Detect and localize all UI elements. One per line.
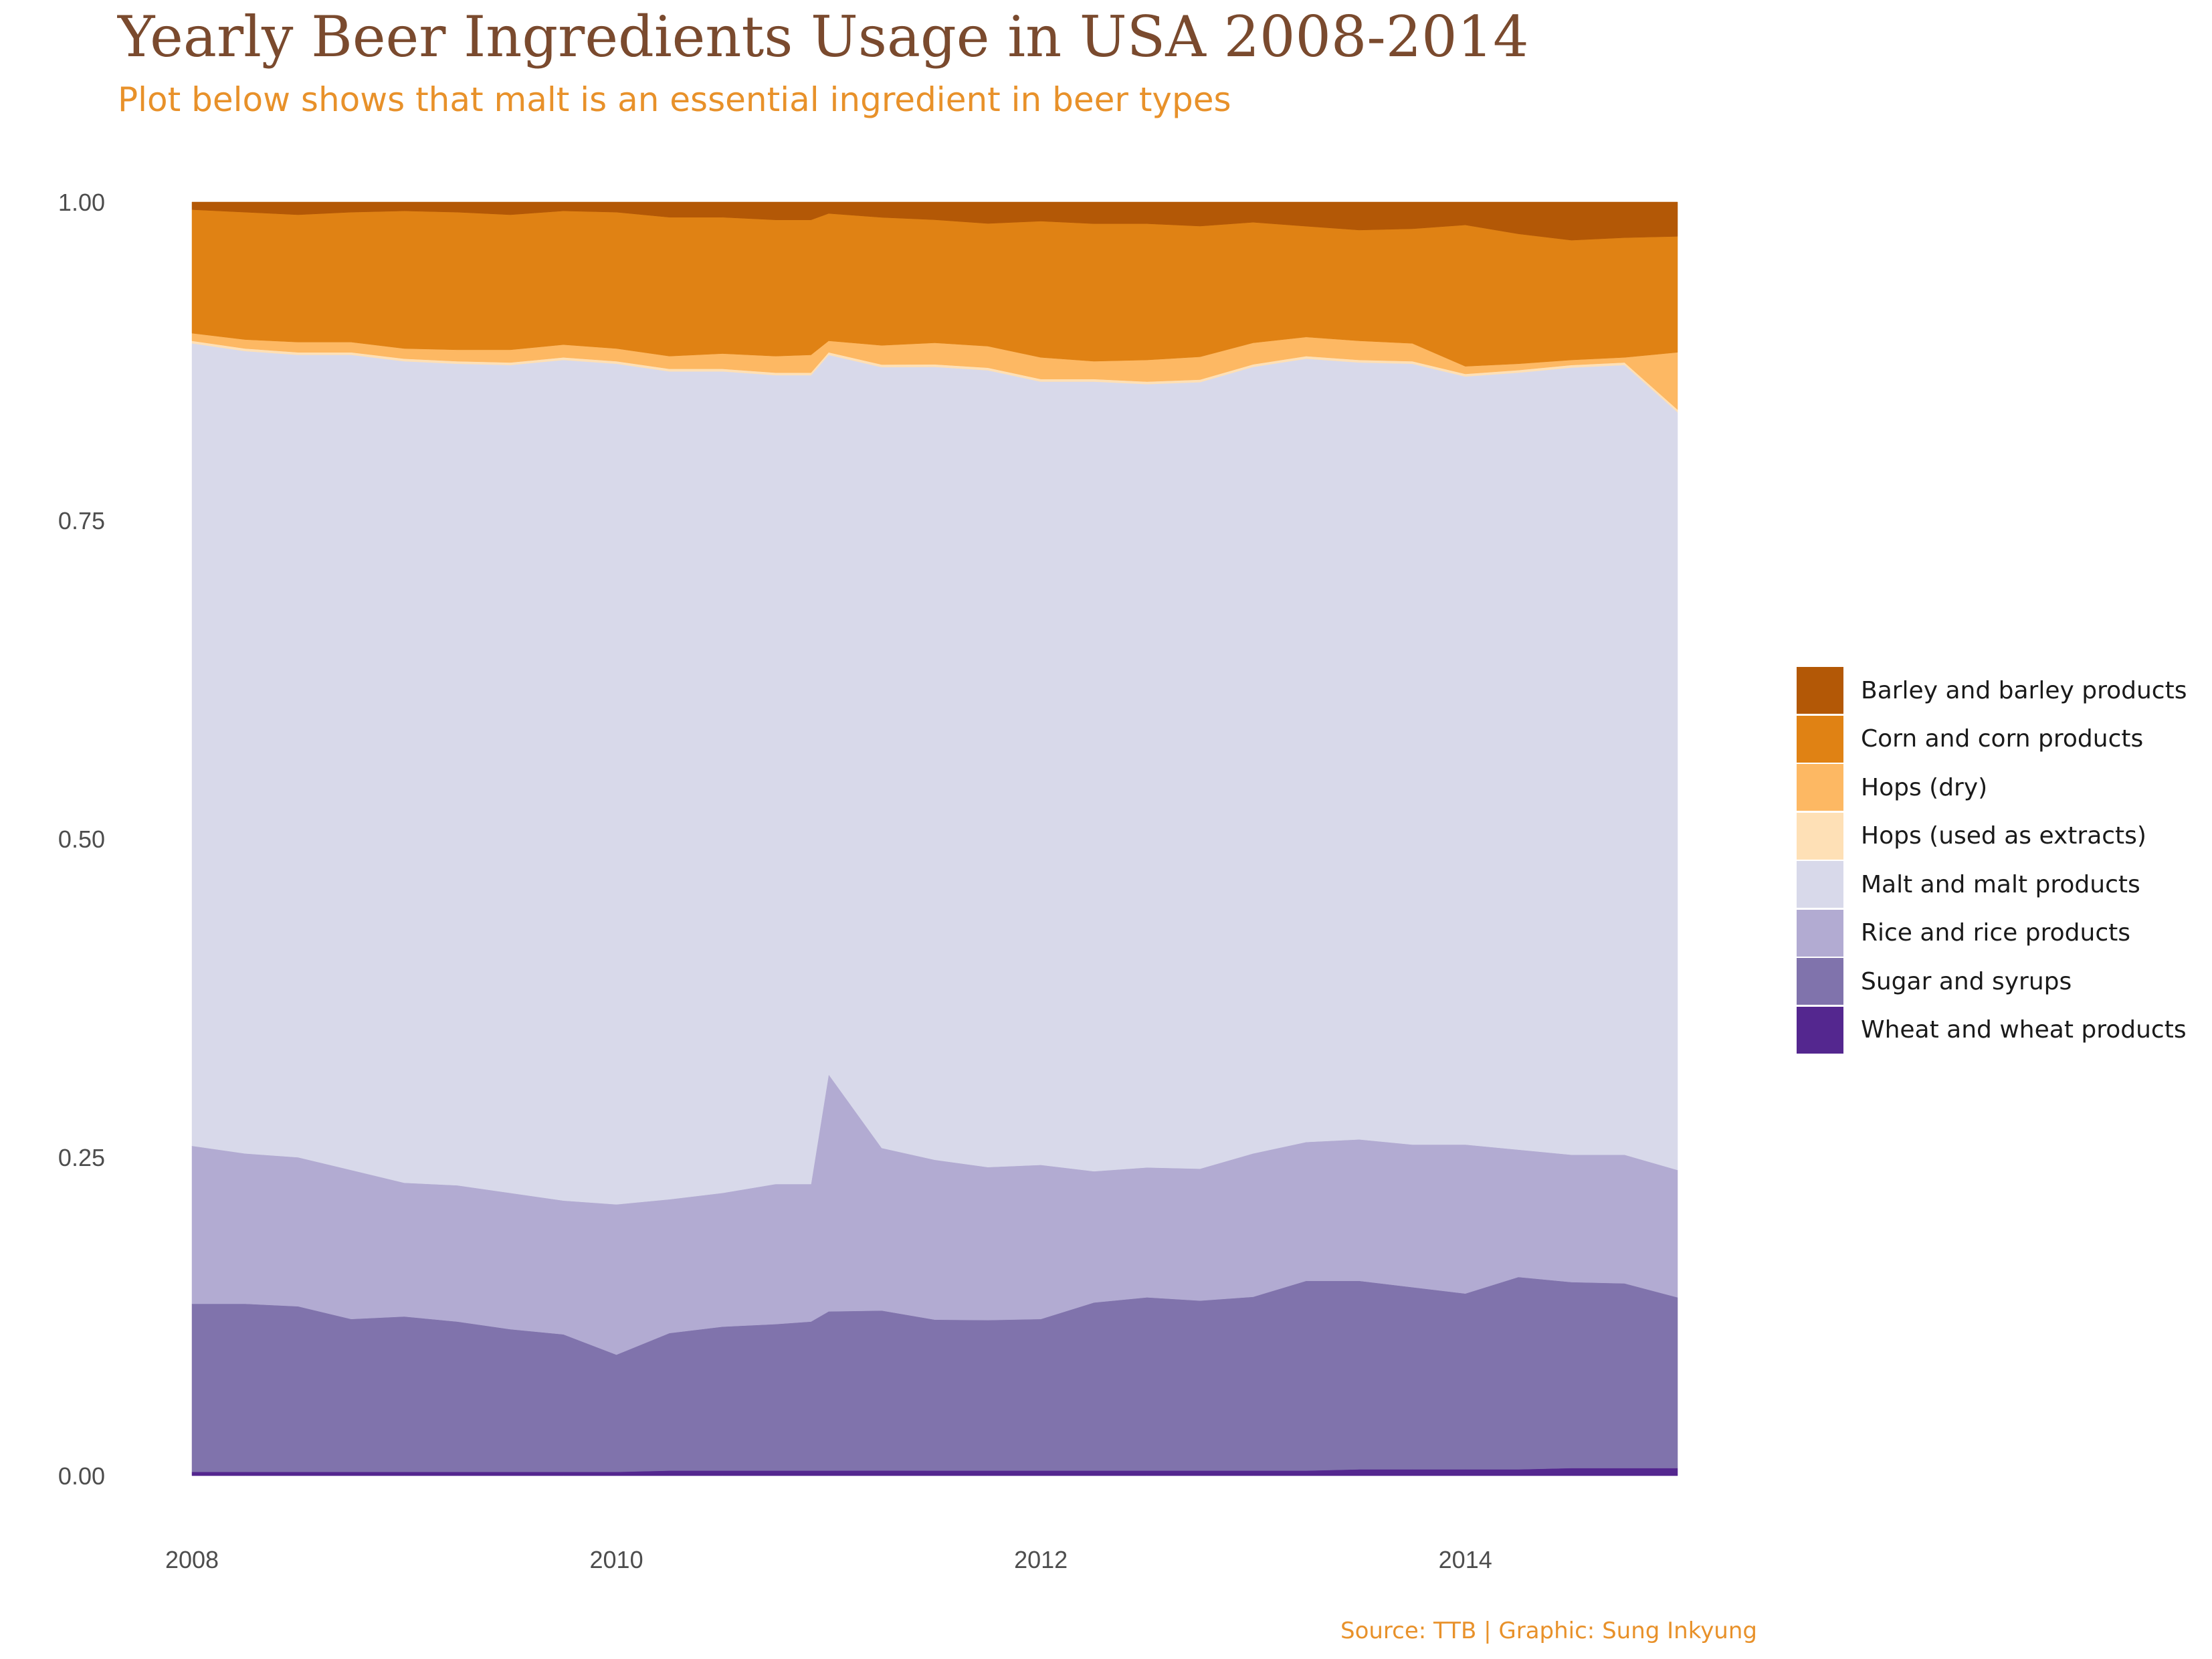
- x-tick-label: 2008: [165, 1546, 219, 1573]
- x-tick-label: 2012: [1014, 1546, 1068, 1573]
- x-axis: 2008 2010 2012 2014: [165, 1546, 1492, 1573]
- source-caption: Source: TTB | Graphic: Sung Inkyung: [1340, 1618, 1757, 1644]
- legend-item: Sugar and syrups: [1797, 957, 2187, 1006]
- area-barley-and-barley-products: [191, 201, 1678, 241]
- y-tick-label: 0.25: [58, 1144, 105, 1171]
- legend-item: Hops (used as extracts): [1797, 812, 2187, 861]
- legend-item: Corn and corn products: [1797, 715, 2187, 764]
- legend-label: Corn and corn products: [1861, 725, 2144, 753]
- chart-title: Yearly Beer Ingredients Usage in USA 200…: [118, 4, 1529, 70]
- legend-label: Wheat and wheat products: [1861, 1016, 2187, 1044]
- y-tick-label: 0.00: [58, 1462, 105, 1490]
- legend-swatch: [1797, 909, 1843, 957]
- legend-item: Rice and rice products: [1797, 909, 2187, 958]
- legend-label: Sugar and syrups: [1861, 967, 2072, 995]
- legend-item: Barley and barley products: [1797, 666, 2187, 715]
- legend-label: Barley and barley products: [1861, 676, 2187, 704]
- legend: Barley and barley products Corn and corn …: [1797, 666, 2187, 1054]
- x-tick-label: 2014: [1439, 1546, 1492, 1573]
- chart-subtitle: Plot below shows that malt is an essenti…: [118, 80, 1231, 119]
- legend-item: Wheat and wheat products: [1797, 1006, 2187, 1055]
- legend-item: Hops (dry): [1797, 763, 2187, 812]
- legend-label: Rice and rice products: [1861, 919, 2130, 947]
- y-tick-label: 0.75: [58, 507, 105, 534]
- area-corn-and-corn-products: [191, 209, 1678, 367]
- y-tick-label: 1.00: [58, 189, 105, 216]
- legend-label: Hops (dry): [1861, 773, 1988, 801]
- area-layers: [191, 201, 1678, 1476]
- y-axis: 0.00 0.25 0.50 0.75 1.00: [58, 189, 105, 1490]
- legend-swatch: [1797, 715, 1843, 763]
- legend-label: Hops (used as extracts): [1861, 822, 2146, 850]
- legend-swatch: [1797, 812, 1843, 860]
- y-tick-label: 0.50: [58, 825, 105, 853]
- legend-swatch: [1797, 1006, 1843, 1054]
- legend-swatch: [1797, 764, 1843, 811]
- area-malt-and-malt-products: [191, 343, 1678, 1205]
- legend-swatch: [1797, 958, 1843, 1005]
- legend-label: Malt and malt products: [1861, 870, 2140, 898]
- x-tick-label: 2010: [590, 1546, 643, 1573]
- legend-item: Malt and malt products: [1797, 860, 2187, 909]
- legend-swatch: [1797, 667, 1843, 714]
- legend-swatch: [1797, 861, 1843, 908]
